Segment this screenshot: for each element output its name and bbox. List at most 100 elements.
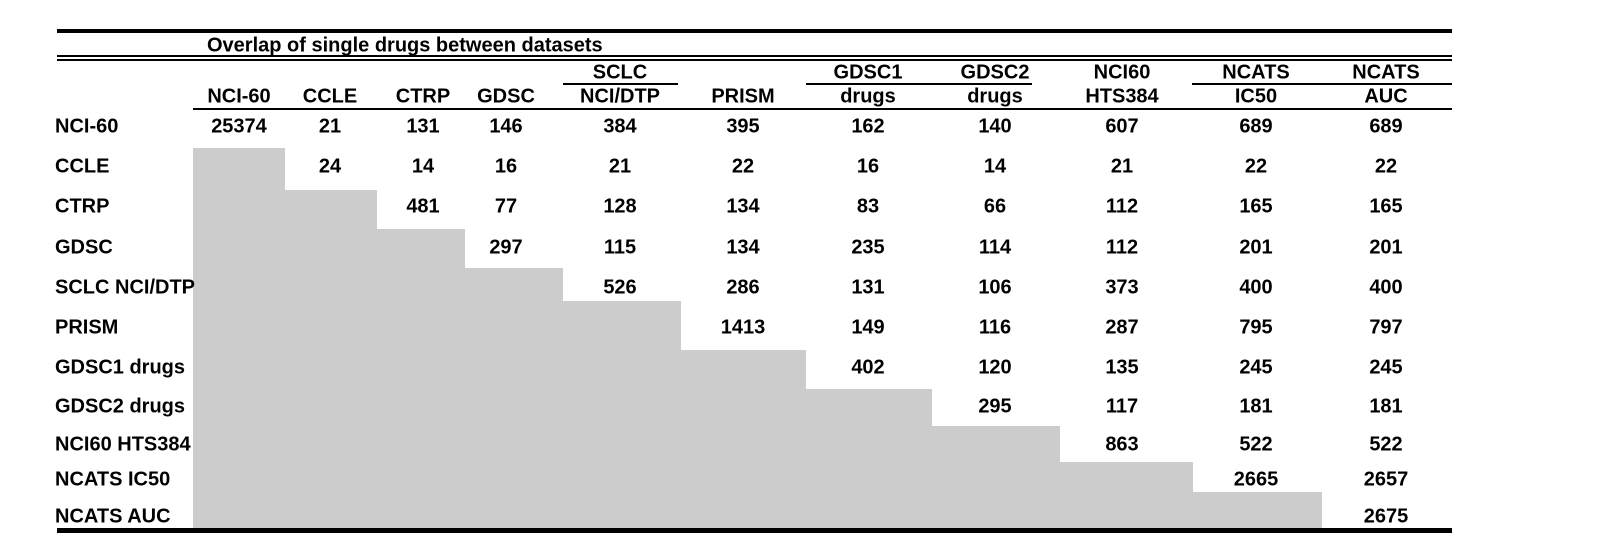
overlap-value-cell: 120 — [978, 356, 1012, 379]
shade-strip — [563, 301, 681, 528]
table-title: Overlap of single drugs between datasets — [207, 34, 603, 57]
overlap-value-cell: 134 — [726, 236, 760, 259]
column-header: GDSC — [477, 85, 535, 108]
overlap-value-cell: 77 — [494, 195, 518, 218]
shade-strip — [465, 268, 563, 528]
overlap-value-cell: 297 — [489, 236, 523, 259]
overlap-value-cell: 245 — [1239, 356, 1273, 379]
overlap-value-cell: 22 — [731, 155, 755, 178]
overlap-value-cell: 607 — [1105, 115, 1139, 138]
overlap-value-cell: 14 — [411, 155, 435, 178]
overlap-value-cell: 287 — [1105, 316, 1139, 339]
overlap-value-cell: 689 — [1239, 115, 1273, 138]
column-header: drugs — [967, 85, 1023, 108]
overlap-value-cell: 162 — [851, 115, 885, 138]
bottom-rule — [57, 528, 1452, 533]
overlap-value-cell: 21 — [1110, 155, 1134, 178]
overlap-value-cell: 22 — [1244, 155, 1268, 178]
overlap-value-cell: 795 — [1239, 316, 1273, 339]
overlap-value-cell: 181 — [1239, 395, 1273, 418]
overlap-value-cell: 201 — [1239, 236, 1273, 259]
overlap-value-cell: 115 — [603, 236, 637, 259]
overlap-value-cell: 83 — [856, 195, 880, 218]
overlap-value-cell: 14 — [983, 155, 1007, 178]
overlap-value-cell: 112 — [1105, 236, 1139, 259]
column-group-header: NCATS — [1222, 61, 1290, 84]
column-header: NCI-60 — [207, 85, 271, 108]
overlap-value-cell: 481 — [406, 195, 440, 218]
overlap-value-cell: 134 — [726, 195, 760, 218]
shade-strip — [932, 426, 1060, 528]
column-header: HTS384 — [1085, 85, 1159, 108]
overlap-value-cell: 522 — [1239, 433, 1273, 456]
column-header: drugs — [840, 85, 896, 108]
overlap-value-cell: 165 — [1369, 195, 1403, 218]
overlap-value-cell: 149 — [851, 316, 885, 339]
overlap-value-cell: 131 — [851, 276, 885, 299]
row-label: NCI-60 — [55, 115, 119, 138]
overlap-value-cell: 373 — [1105, 276, 1139, 299]
overlap-value-cell: 863 — [1105, 433, 1139, 456]
overlap-value-cell: 526 — [603, 276, 637, 299]
title-underline-2 — [57, 59, 1452, 61]
group-underline-gdsc12 — [806, 83, 1032, 85]
column-header: NCI/DTP — [580, 85, 660, 108]
title-underline-1 — [57, 55, 1452, 57]
row-label: GDSC — [55, 236, 113, 259]
overlap-value-cell: 1413 — [720, 316, 766, 339]
overlap-value-cell: 117 — [1105, 395, 1139, 418]
row-label: GDSC1 drugs — [55, 356, 186, 379]
column-header: IC50 — [1234, 85, 1278, 108]
overlap-value-cell: 25374 — [211, 115, 267, 138]
row-label: PRISM — [55, 316, 119, 339]
row-label: SCLC NCI/DTP — [55, 276, 195, 299]
column-group-header: GDSC2 — [960, 61, 1030, 84]
overlap-value-cell: 131 — [406, 115, 440, 138]
overlap-value-cell: 140 — [978, 115, 1012, 138]
overlap-value-cell: 146 — [489, 115, 523, 138]
overlap-value-cell: 2657 — [1363, 468, 1409, 491]
shade-strip — [377, 229, 465, 528]
row-label: CTRP — [55, 195, 110, 218]
top-rule — [57, 29, 1452, 33]
column-group-header: SCLC — [592, 61, 648, 84]
overlap-value-cell: 245 — [1369, 356, 1403, 379]
shade-strip — [285, 190, 377, 528]
overlap-value-cell: 66 — [983, 195, 1007, 218]
row-label: NCI60 HTS384 — [55, 433, 191, 456]
shade-strip — [1193, 492, 1322, 528]
overlap-value-cell: 165 — [1239, 195, 1273, 218]
overlap-value-cell: 21 — [318, 115, 342, 138]
overlap-value-cell: 24 — [318, 155, 342, 178]
overlap-value-cell: 522 — [1369, 433, 1403, 456]
column-group-header: NCI60 — [1093, 61, 1151, 84]
overlap-value-cell: 2665 — [1233, 468, 1279, 491]
overlap-value-cell: 400 — [1369, 276, 1403, 299]
overlap-value-cell: 112 — [1105, 195, 1139, 218]
overlap-value-cell: 181 — [1369, 395, 1403, 418]
row-label: NCATS AUC — [55, 505, 171, 528]
shade-strip — [193, 148, 285, 528]
overlap-value-cell: 22 — [1374, 155, 1398, 178]
group-underline-ncats — [1192, 83, 1452, 85]
overlap-value-cell: 135 — [1105, 356, 1139, 379]
overlap-value-cell: 116 — [978, 316, 1012, 339]
overlap-value-cell: 201 — [1369, 236, 1403, 259]
column-header: CTRP — [395, 85, 451, 108]
shade-strip — [1060, 462, 1193, 528]
overlap-value-cell: 400 — [1239, 276, 1273, 299]
overlap-value-cell: 16 — [856, 155, 880, 178]
row-label: GDSC2 drugs — [55, 395, 186, 418]
overlap-value-cell: 402 — [851, 356, 885, 379]
column-header: CCLE — [302, 85, 358, 108]
column-header: AUC — [1364, 85, 1408, 108]
overlap-value-cell: 395 — [726, 115, 760, 138]
overlap-value-cell: 114 — [978, 236, 1012, 259]
column-group-header: NCATS — [1352, 61, 1420, 84]
overlap-value-cell: 128 — [603, 195, 637, 218]
overlap-value-cell: 235 — [851, 236, 885, 259]
overlap-value-cell: 295 — [978, 395, 1012, 418]
overlap-value-cell: 286 — [726, 276, 760, 299]
overlap-value-cell: 2675 — [1363, 505, 1409, 528]
